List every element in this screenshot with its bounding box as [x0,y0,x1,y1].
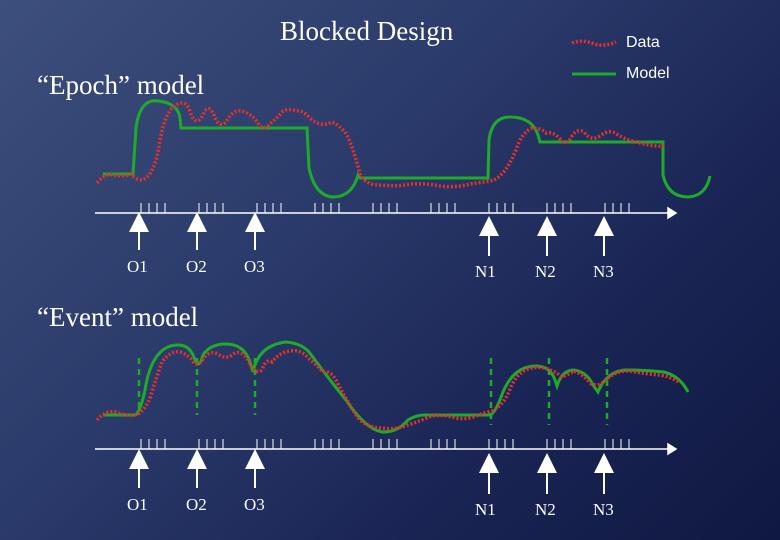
epoch-tick-marks [140,203,630,213]
event-label-n2: N2 [535,500,556,519]
event-data-curve [95,348,682,431]
epoch-data-curve [95,101,667,189]
slide-title: Blocked Design [280,16,454,46]
event-label-n1: N1 [475,500,496,519]
event-label-o2: O2 [186,495,207,514]
epoch-model-curve [103,99,712,199]
legend-model-label: Model [626,65,670,82]
epoch-label-o2: O2 [186,257,207,276]
event-timeline [95,442,678,456]
epoch-label-n2: N2 [535,262,556,281]
legend-data-label: Data [626,34,660,51]
event-model-heading: “Event” model [37,302,199,332]
epoch-label-o1: O1 [127,257,148,276]
epoch-timeline [95,206,678,220]
epoch-model-heading: “Epoch” model [37,70,205,100]
epoch-label-n3: N3 [593,262,614,281]
epoch-label-o3: O3 [244,257,265,276]
legend-data-line [571,39,617,47]
event-label-o3: O3 [244,495,265,514]
event-model-curve [103,340,690,434]
event-label-n3: N3 [593,500,614,519]
epoch-label-n1: N1 [475,262,496,281]
event-label-o1: O1 [127,495,148,514]
event-tick-marks [140,439,630,449]
